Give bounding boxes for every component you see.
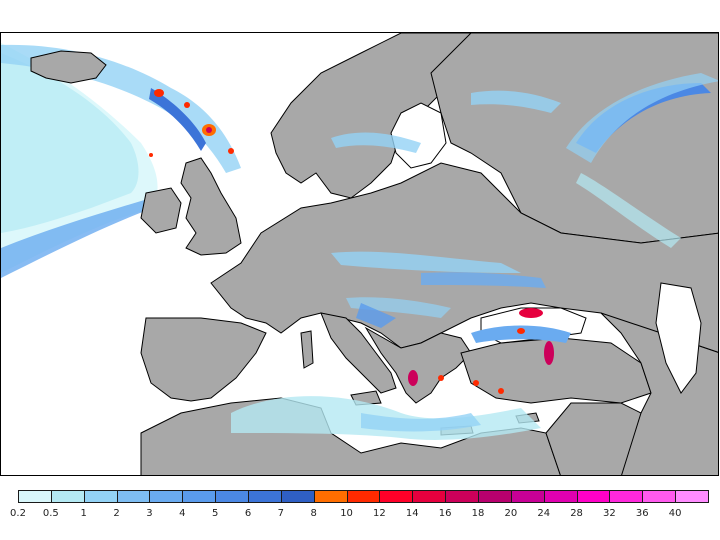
legend-label: 40	[668, 508, 682, 519]
color-legend	[18, 490, 709, 504]
legend-label: 7	[277, 508, 285, 519]
legend-swatch	[18, 490, 52, 503]
legend-swatch	[182, 490, 217, 503]
atlantic-precip-band	[1, 43, 241, 278]
great-britain	[180, 157, 242, 256]
legend-swatch	[478, 490, 512, 503]
legend-swatch	[248, 490, 282, 503]
legend-label: 14	[405, 508, 419, 519]
legend-label: 20	[504, 508, 518, 519]
legend-label: 12	[373, 508, 386, 519]
iberia	[140, 317, 267, 402]
legend-label: 24	[537, 508, 551, 519]
italy	[320, 312, 397, 394]
legend-label: 6	[244, 508, 252, 519]
sardinia	[300, 330, 314, 369]
legend-swatch	[412, 490, 447, 503]
legend-label: 0.5	[42, 508, 59, 519]
iceland	[30, 50, 107, 84]
precipitation-map	[0, 32, 719, 476]
middle-east	[545, 402, 642, 475]
legend-label: 3	[146, 508, 153, 519]
legend-label: 10	[340, 508, 353, 519]
legend-label: 16	[438, 508, 452, 519]
finland-precip	[471, 90, 561, 113]
legend-label: 28	[570, 508, 583, 519]
legend-swatch	[313, 490, 348, 503]
legend-label: 1	[80, 508, 87, 519]
legend-label: 5	[211, 508, 219, 519]
legend-label: 4	[179, 508, 186, 519]
legend-swatch	[215, 490, 249, 503]
scandinavia-precip	[331, 132, 421, 153]
balkans	[364, 326, 472, 404]
legend-label: 32	[603, 508, 616, 519]
legend-swatch	[379, 490, 414, 503]
caspian-sea	[655, 282, 702, 394]
legend-swatch	[346, 490, 381, 503]
legend-swatch	[83, 490, 118, 503]
legend-swatch	[675, 490, 709, 503]
continental-precip	[231, 251, 571, 440]
legend-label: 18	[471, 508, 485, 519]
legend-swatch	[50, 490, 85, 503]
legend-label: 36	[635, 508, 649, 519]
legend-swatch	[116, 490, 151, 503]
legend-swatch	[510, 490, 545, 503]
legend-label: 2	[113, 508, 120, 519]
legend-swatch	[576, 490, 611, 503]
continental-europe	[210, 162, 718, 353]
legend-swatch	[445, 490, 479, 503]
legend-label: 0.2	[10, 508, 26, 519]
legend-swatch	[642, 490, 677, 503]
map-svg	[1, 33, 718, 475]
ireland	[140, 187, 182, 234]
legend-swatch	[149, 490, 184, 503]
legend-swatch	[280, 490, 315, 503]
legend-swatch	[609, 490, 644, 503]
russia-precip-arc	[566, 73, 718, 248]
legend-swatch	[543, 490, 578, 503]
legend-label: 8	[310, 508, 317, 519]
